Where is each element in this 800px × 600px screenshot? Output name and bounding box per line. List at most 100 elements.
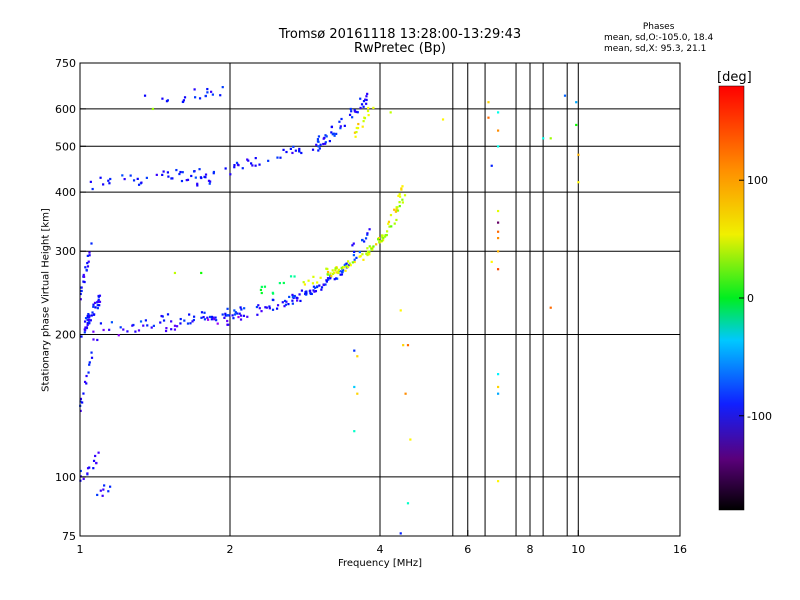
data-point — [496, 209, 500, 213]
data-point — [268, 307, 271, 310]
data-point — [79, 286, 83, 289]
data-point — [322, 142, 325, 146]
data-point — [203, 318, 207, 321]
data-point — [496, 480, 500, 483]
data-point — [83, 380, 87, 384]
data-point — [204, 94, 207, 98]
data-point — [233, 164, 236, 167]
data-point — [88, 254, 91, 257]
data-point — [247, 159, 250, 162]
data-point — [401, 185, 404, 188]
data-point — [233, 313, 236, 316]
data-point — [226, 319, 229, 323]
data-point — [88, 314, 91, 317]
data-point — [94, 454, 97, 458]
data-point — [82, 392, 85, 395]
y-tick-label: 750 — [55, 57, 76, 70]
data-point — [79, 400, 82, 403]
data-point — [549, 306, 552, 309]
data-point — [198, 97, 202, 100]
data-point — [409, 438, 412, 441]
data-point — [496, 392, 500, 395]
data-point — [102, 488, 105, 491]
data-point — [312, 275, 315, 278]
data-point — [366, 250, 370, 253]
data-point — [216, 322, 219, 325]
data-point — [237, 164, 240, 167]
data-point — [129, 174, 132, 177]
data-point — [223, 316, 226, 319]
data-point — [395, 208, 398, 211]
data-point — [355, 256, 358, 259]
data-point — [359, 106, 362, 110]
data-point — [368, 228, 371, 231]
data-point — [340, 117, 343, 121]
data-point — [325, 135, 328, 138]
data-point — [496, 111, 500, 114]
data-point — [327, 278, 330, 281]
data-point — [396, 209, 400, 212]
data-point — [398, 193, 401, 196]
data-point — [383, 235, 387, 238]
data-point — [86, 472, 89, 475]
data-point — [192, 318, 195, 322]
data-point — [101, 494, 104, 497]
data-point — [82, 275, 86, 278]
data-point — [577, 181, 580, 184]
data-point — [289, 147, 292, 150]
data-point — [563, 94, 567, 97]
data-point — [381, 234, 384, 237]
data-point — [212, 170, 216, 174]
data-point — [199, 176, 203, 179]
data-point — [238, 312, 241, 315]
data-point — [151, 107, 155, 111]
data-point — [326, 270, 330, 274]
data-point — [343, 266, 346, 269]
data-point — [353, 109, 356, 112]
data-point — [330, 125, 333, 129]
data-point — [312, 285, 316, 288]
data-point — [325, 279, 328, 282]
data-point — [260, 285, 263, 288]
data-point — [316, 281, 319, 284]
data-point — [98, 304, 101, 307]
data-point — [313, 290, 316, 293]
data-point — [145, 176, 148, 179]
data-point — [92, 305, 95, 308]
data-point — [99, 176, 102, 179]
data-point — [215, 319, 218, 322]
phases-legend: Phases mean, sd,O:-105.0, 18.4 mean, sd,… — [604, 22, 713, 55]
data-point — [91, 311, 94, 314]
data-point — [236, 312, 239, 315]
data-point — [255, 305, 259, 309]
data-point — [296, 299, 299, 302]
data-point — [224, 167, 227, 170]
data-point — [353, 385, 356, 389]
data-point — [103, 484, 106, 487]
data-point — [194, 176, 197, 179]
y-tick-label: 600 — [55, 103, 76, 116]
data-point — [224, 314, 227, 317]
data-point — [335, 132, 338, 135]
data-point — [90, 356, 94, 359]
chart-title: Tromsø 20161118 13:28:00-13:29:43 — [278, 27, 522, 42]
data-point — [214, 316, 217, 319]
data-point — [98, 300, 102, 303]
data-point — [260, 291, 263, 295]
data-point — [231, 314, 234, 317]
data-point — [206, 87, 209, 91]
data-point — [84, 326, 87, 329]
data-point — [377, 238, 380, 241]
data-point — [179, 170, 182, 174]
data-point — [189, 322, 192, 325]
data-point — [348, 262, 351, 265]
data-point — [122, 328, 125, 331]
data-point — [319, 143, 322, 146]
data-point — [258, 307, 261, 310]
data-point — [404, 392, 407, 395]
data-point — [285, 300, 288, 303]
data-point — [337, 271, 340, 275]
y-tick-label: 75 — [62, 530, 76, 543]
data-point — [353, 349, 356, 352]
data-point — [375, 243, 378, 246]
